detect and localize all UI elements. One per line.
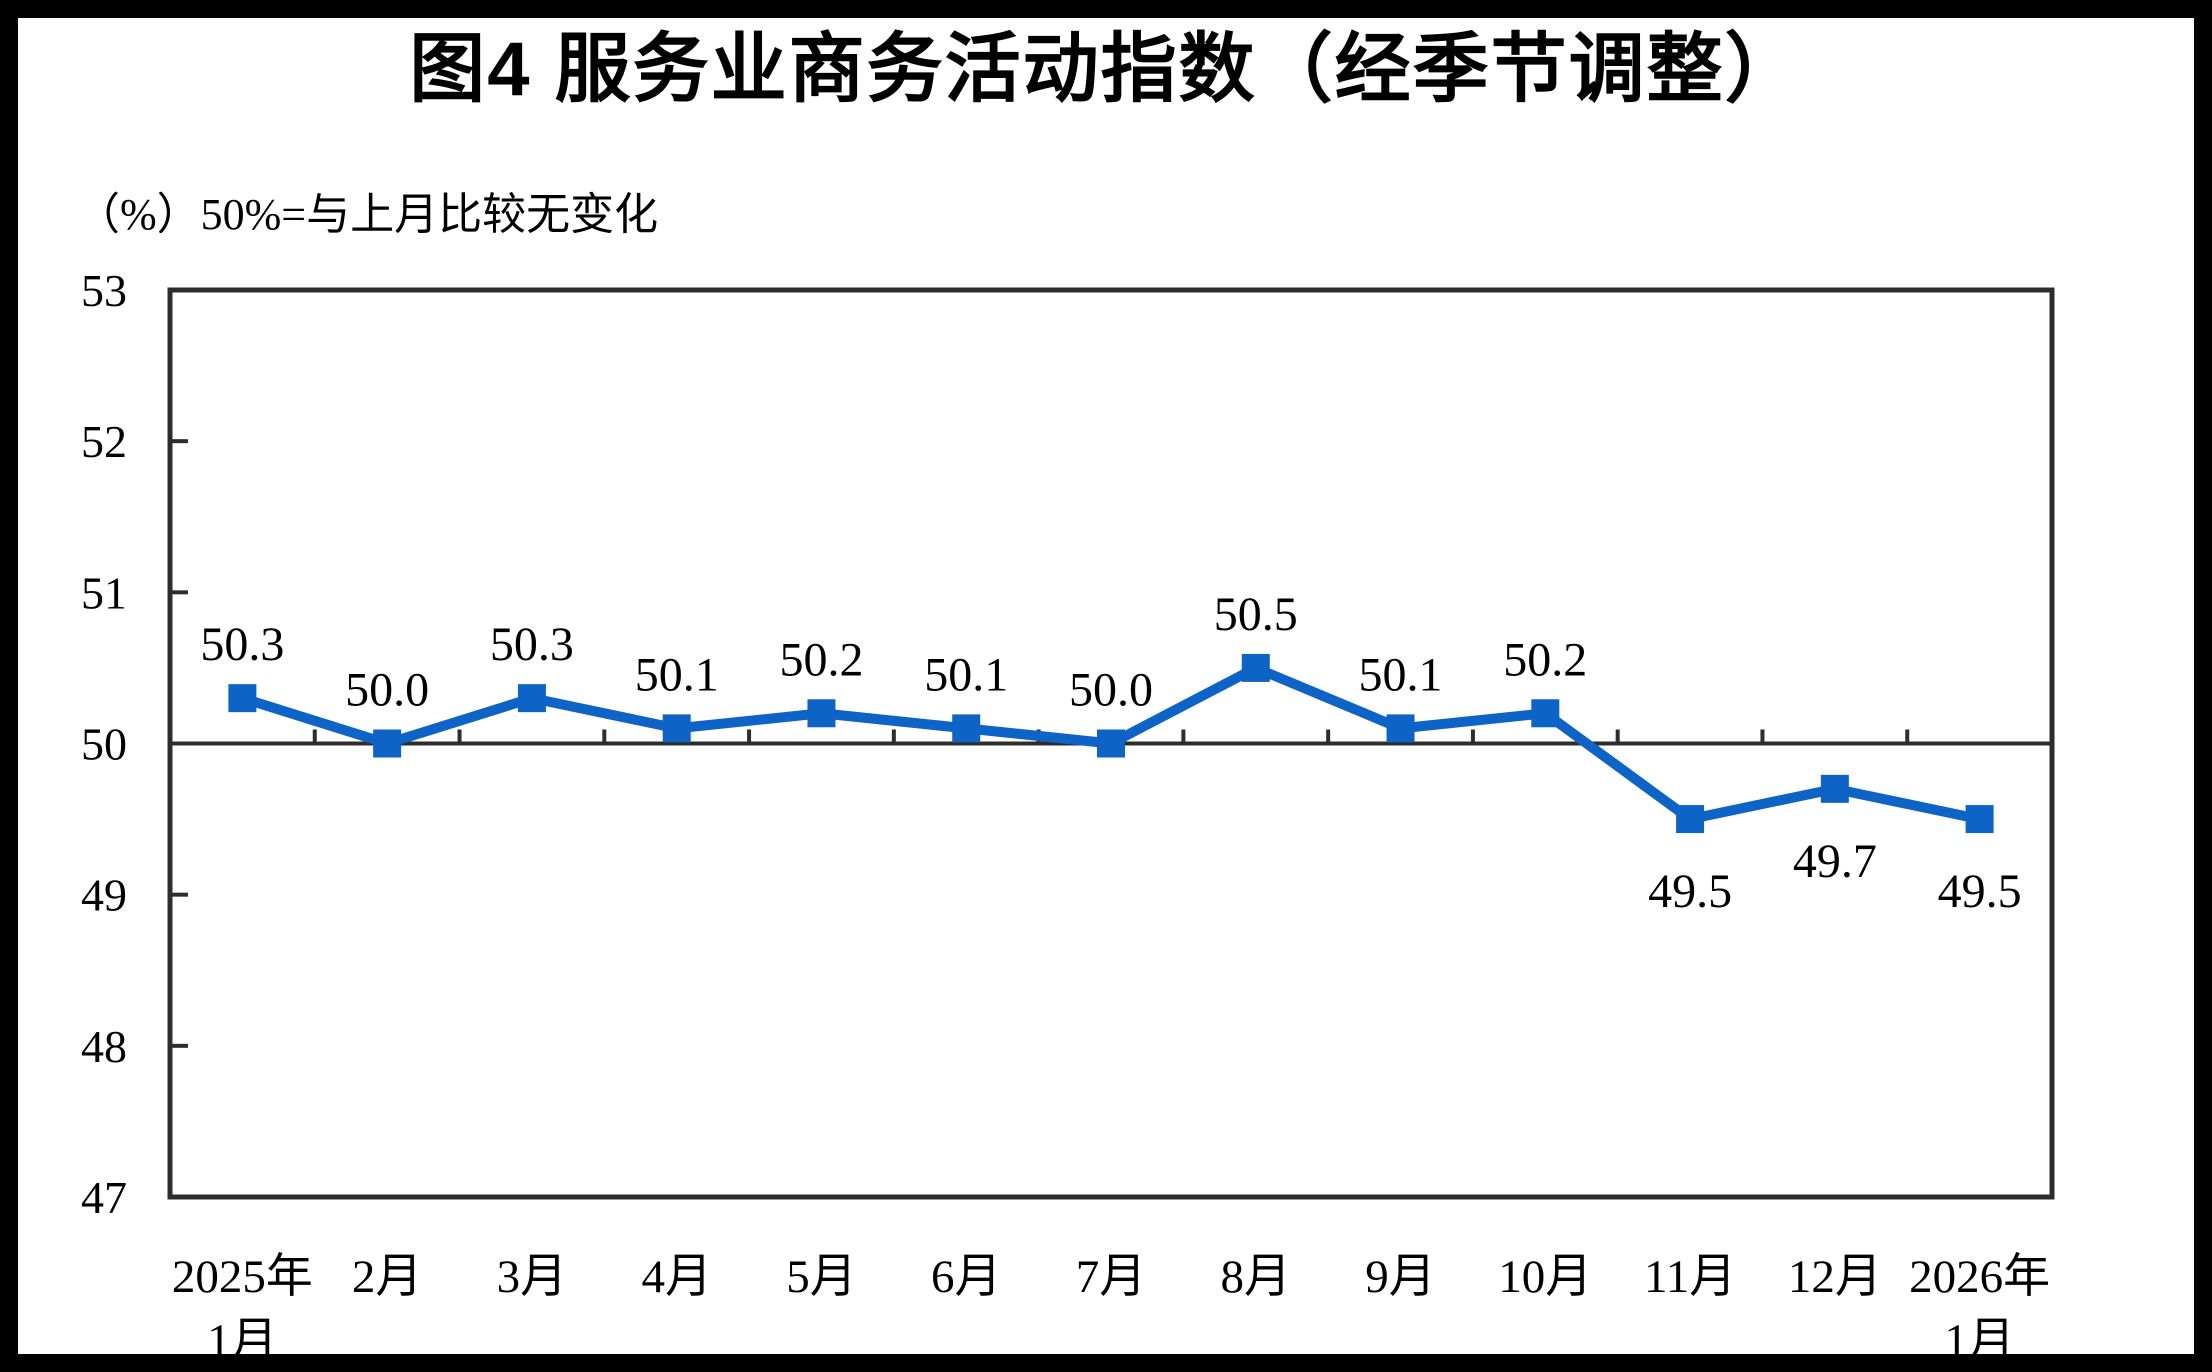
x-axis-label: 1月	[207, 1315, 278, 1367]
data-point-marker	[662, 714, 691, 743]
x-axis-label: 12月	[1788, 1251, 1882, 1303]
data-point-marker	[1386, 714, 1415, 743]
y-axis-label: 51	[81, 567, 127, 618]
y-axis-label: 48	[81, 1021, 127, 1072]
x-axis-label: 2025年	[172, 1251, 313, 1303]
x-axis-label: 4月	[641, 1251, 712, 1303]
x-axis-label: 2月	[352, 1251, 423, 1303]
y-axis-unit-note: （%）50%=与上月比较无变化	[76, 190, 659, 239]
data-label: 50.1	[924, 648, 1008, 701]
data-point-marker	[373, 729, 402, 758]
chart-title: 图4 服务业商务活动指数（经季节调整）	[409, 27, 1803, 112]
x-axis-label: 7月	[1076, 1251, 1147, 1303]
x-axis-label: 3月	[497, 1251, 568, 1303]
x-axis-label: 10月	[1498, 1251, 1592, 1303]
data-label: 49.5	[1648, 865, 1732, 918]
x-axis-label: 6月	[931, 1251, 1002, 1303]
data-label: 50.0	[345, 664, 429, 717]
data-label: 49.7	[1793, 835, 1877, 888]
x-axis-label: 9月	[1365, 1251, 1436, 1303]
y-axis-label: 47	[81, 1172, 127, 1223]
y-axis-label: 53	[81, 265, 127, 316]
data-point-marker	[228, 684, 257, 713]
data-point-marker	[517, 684, 546, 713]
data-label: 50.2	[1503, 633, 1587, 686]
data-point-marker	[807, 699, 836, 728]
x-axis-label: 2026年	[1909, 1251, 2050, 1303]
data-label: 50.0	[1069, 664, 1153, 717]
data-point-marker	[1097, 729, 1125, 758]
data-label: 50.3	[200, 618, 284, 671]
data-point-marker	[1676, 805, 1705, 834]
data-label: 50.2	[779, 633, 863, 686]
x-axis-label: 8月	[1221, 1251, 1292, 1303]
x-axis-label: 11月	[1644, 1251, 1736, 1303]
data-point-marker	[1820, 774, 1849, 803]
y-axis-label: 52	[81, 416, 127, 467]
y-axis-label: 50	[81, 719, 127, 770]
x-axis-label: 5月	[786, 1251, 857, 1303]
data-label: 50.3	[490, 618, 574, 671]
data-point-marker	[1965, 805, 1994, 834]
data-label: 50.1	[635, 648, 719, 701]
y-axis-label: 49	[81, 870, 127, 921]
data-label: 49.5	[1938, 865, 2022, 918]
data-point-marker	[1531, 699, 1560, 728]
data-label: 50.5	[1214, 588, 1298, 641]
data-point-marker	[1241, 653, 1270, 682]
data-point-marker	[952, 714, 981, 743]
x-axis-label: 1月	[1944, 1315, 2015, 1367]
data-label: 50.1	[1359, 648, 1443, 701]
